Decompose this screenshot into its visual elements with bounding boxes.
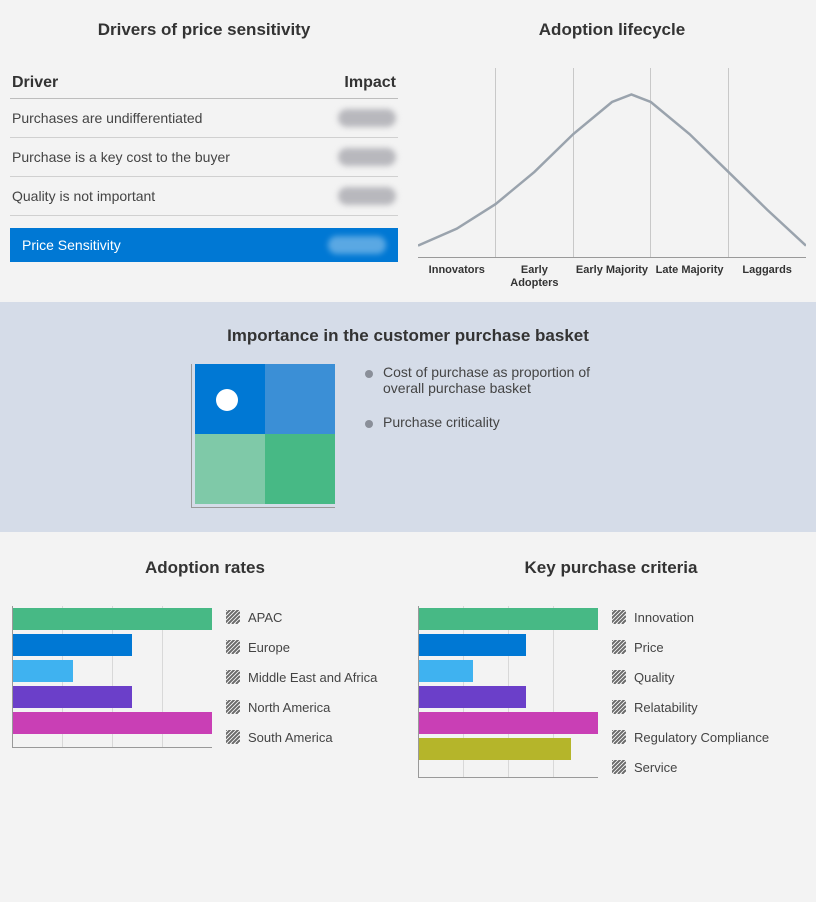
lifecycle-segment-label: Laggards bbox=[728, 262, 806, 292]
hatch-swatch-icon bbox=[612, 610, 626, 624]
importance-legend-item: Cost of purchase as proportion of overal… bbox=[365, 364, 625, 396]
adoption-rates-legend: APAC Europe Middle East and Africa North Am… bbox=[226, 606, 377, 748]
key-criteria-chart bbox=[418, 606, 598, 778]
drivers-row-label: Quality is not important bbox=[12, 188, 155, 204]
bars-legend-label: South America bbox=[248, 730, 333, 745]
bottom-row: Adoption rates APAC Europe Middle East and… bbox=[0, 532, 816, 808]
importance-legend: Cost of purchase as proportion of overal… bbox=[365, 364, 625, 430]
importance-legend-item: Purchase criticality bbox=[365, 414, 625, 430]
bar bbox=[13, 608, 212, 630]
lifecycle-curve-svg bbox=[418, 68, 806, 257]
drivers-row: Purchase is a key cost to the buyer bbox=[10, 138, 398, 177]
hatch-swatch-icon bbox=[226, 730, 240, 744]
bars-legend-item: Middle East and Africa bbox=[226, 666, 377, 688]
bars-legend-item: Price bbox=[612, 636, 769, 658]
drivers-table-header: Driver Impact bbox=[10, 68, 398, 99]
drivers-row-impact-blurred bbox=[338, 109, 396, 127]
lifecycle-panel: Adoption lifecycle InnovatorsEarly Adopt… bbox=[418, 20, 806, 292]
adoption-rates-title: Adoption rates bbox=[12, 558, 398, 578]
importance-panel: Importance in the customer purchase bask… bbox=[0, 302, 816, 532]
lifecycle-chart bbox=[418, 68, 806, 258]
hatch-swatch-icon bbox=[612, 670, 626, 684]
lifecycle-segment-label: Late Majority bbox=[651, 262, 729, 292]
bullet-icon bbox=[365, 420, 373, 428]
quadrant-cell bbox=[265, 434, 335, 504]
importance-body: Cost of purchase as proportion of overal… bbox=[0, 364, 816, 508]
quadrant-marker-dot bbox=[216, 389, 238, 411]
hatch-swatch-icon bbox=[612, 760, 626, 774]
bars-legend-label: North America bbox=[248, 700, 330, 715]
adoption-rates-panel: Adoption rates APAC Europe Middle East and… bbox=[12, 558, 398, 778]
bars-legend-item: Relatability bbox=[612, 696, 769, 718]
quadrant-cell bbox=[195, 364, 265, 434]
bars-legend-item: Regulatory Compliance bbox=[612, 726, 769, 748]
drivers-title: Drivers of price sensitivity bbox=[10, 20, 398, 40]
importance-legend-label: Purchase criticality bbox=[383, 414, 500, 430]
bars-legend-item: Service bbox=[612, 756, 769, 778]
lifecycle-segment-label: Early Adopters bbox=[496, 262, 574, 292]
key-criteria-panel: Key purchase criteria Innovation Price Qua… bbox=[418, 558, 804, 778]
bars-legend-label: Quality bbox=[634, 670, 674, 685]
bullet-icon bbox=[365, 370, 373, 378]
hatch-swatch-icon bbox=[226, 640, 240, 654]
drivers-summary-label: Price Sensitivity bbox=[22, 237, 121, 253]
quadrant-cell bbox=[265, 364, 335, 434]
bars-legend-label: Relatability bbox=[634, 700, 698, 715]
bars-legend-item: South America bbox=[226, 726, 377, 748]
drivers-row: Quality is not important bbox=[10, 177, 398, 216]
drivers-header-driver: Driver bbox=[12, 74, 58, 92]
bars-legend-item: Europe bbox=[226, 636, 377, 658]
lifecycle-labels: InnovatorsEarly AdoptersEarly MajorityLa… bbox=[418, 262, 806, 292]
drivers-table: Driver Impact Purchases are undifferenti… bbox=[10, 68, 398, 262]
drivers-row-impact-blurred bbox=[338, 187, 396, 205]
bars-legend-label: APAC bbox=[248, 610, 282, 625]
bar bbox=[13, 686, 132, 708]
bars-legend-item: North America bbox=[226, 696, 377, 718]
bar bbox=[13, 634, 132, 656]
importance-legend-label: Cost of purchase as proportion of overal… bbox=[383, 364, 625, 396]
bar bbox=[13, 660, 73, 682]
importance-title: Importance in the customer purchase bask… bbox=[0, 326, 816, 346]
quadrant-cell bbox=[195, 434, 265, 504]
bar bbox=[419, 686, 526, 708]
bar bbox=[419, 634, 526, 656]
lifecycle-segment-label: Innovators bbox=[418, 262, 496, 292]
bars-legend-label: Innovation bbox=[634, 610, 694, 625]
drivers-panel: Drivers of price sensitivity Driver Impa… bbox=[10, 20, 398, 292]
bar bbox=[419, 660, 473, 682]
bars-legend-label: Middle East and Africa bbox=[248, 670, 377, 685]
hatch-swatch-icon bbox=[226, 610, 240, 624]
bars-legend-item: Innovation bbox=[612, 606, 769, 628]
drivers-summary-row: Price Sensitivity bbox=[10, 228, 398, 262]
drivers-row-label: Purchase is a key cost to the buyer bbox=[12, 149, 230, 165]
lifecycle-segment-label: Early Majority bbox=[573, 262, 651, 292]
bars-legend-label: Europe bbox=[248, 640, 290, 655]
bars-legend-label: Regulatory Compliance bbox=[634, 730, 769, 745]
hatch-swatch-icon bbox=[226, 700, 240, 714]
top-row: Drivers of price sensitivity Driver Impa… bbox=[0, 0, 816, 302]
bars-legend-item: APAC bbox=[226, 606, 377, 628]
drivers-row-label: Purchases are undifferentiated bbox=[12, 110, 202, 126]
drivers-row: Purchases are undifferentiated bbox=[10, 99, 398, 138]
key-criteria-legend: Innovation Price Quality Relatability Regula… bbox=[612, 606, 769, 778]
bar bbox=[419, 608, 598, 630]
key-criteria-title: Key purchase criteria bbox=[418, 558, 804, 578]
bar bbox=[419, 738, 571, 760]
bars-legend-label: Price bbox=[634, 640, 664, 655]
drivers-row-impact-blurred bbox=[338, 148, 396, 166]
bar bbox=[419, 712, 598, 734]
bars-legend-label: Service bbox=[634, 760, 677, 775]
hatch-swatch-icon bbox=[226, 670, 240, 684]
hatch-swatch-icon bbox=[612, 730, 626, 744]
bar bbox=[13, 712, 212, 734]
drivers-header-impact: Impact bbox=[344, 74, 396, 92]
hatch-swatch-icon bbox=[612, 640, 626, 654]
lifecycle-curve bbox=[418, 94, 806, 245]
lifecycle-title: Adoption lifecycle bbox=[418, 20, 806, 40]
drivers-summary-impact-blurred bbox=[328, 236, 386, 254]
bars-legend-item: Quality bbox=[612, 666, 769, 688]
quadrant-chart bbox=[191, 364, 335, 508]
hatch-swatch-icon bbox=[612, 700, 626, 714]
adoption-rates-chart bbox=[12, 606, 212, 748]
